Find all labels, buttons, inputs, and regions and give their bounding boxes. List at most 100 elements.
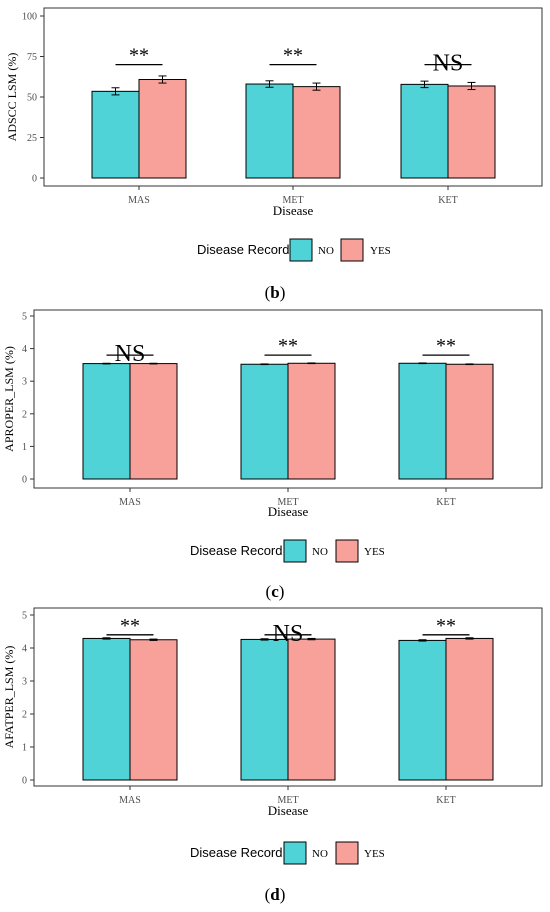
y-tick-label: 1 [22,442,27,453]
panel-label-b: (b) [265,283,286,302]
bar-no-ket [400,83,449,179]
x-axis-label-c: Disease [268,504,309,519]
error-bar-no-ket [418,362,427,365]
legend-title-c: Disease Record [190,543,283,558]
y-tick-label: 75 [27,52,37,63]
y-tick-label: 0 [32,174,37,185]
x-axis-label-b: Disease [273,203,314,218]
bar-yes-mas [129,363,178,480]
y-tick-label: 2 [22,409,27,420]
y-ticks-d: 0 1 2 3 4 5 [22,611,34,787]
x-ticks-b: MAS MET KET [128,186,458,206]
x-tick-label: MAS [119,795,141,806]
legend-no-label-b: NO [318,245,334,257]
legend-key-yes-b [340,238,364,262]
panel-b: 0 25 50 75 100 MAS MET KET ** ** NS ADSCC LSM (%… [0,0,550,305]
y-tick-label: 50 [27,93,37,104]
x-tick-label: MET [282,195,303,206]
bar-yes-met [287,638,336,781]
legend-yes-label-c: YES [364,546,385,558]
y-tick-label: 2 [22,710,27,721]
y-tick-label: 3 [22,677,27,688]
bar-no-mas [82,363,131,480]
error-bar-no-ket [420,80,429,89]
y-tick-label: 100 [22,12,37,23]
x-ticks-d: MAS MET KET [119,786,456,806]
legend-key-no-c [283,539,307,563]
y-tick-label: 0 [22,776,27,787]
y-tick-label: 3 [22,377,27,388]
bar-no-mas [91,90,140,179]
y-tick-label: 4 [22,644,27,655]
bar-yes-mas [129,639,178,781]
bar-yes-ket [447,85,496,179]
legend-yes-label-b: YES [370,245,391,257]
bar-no-mas [82,637,131,781]
error-bar-yes-met [307,362,316,365]
error-bar-no-met [260,638,269,641]
bars-b: ** ** NS [91,45,496,179]
error-bar-yes-mas [149,362,158,365]
bar-no-met [240,363,289,480]
y-tick-label: 5 [22,611,27,622]
sig-label-ket: ** [436,335,456,357]
legend-title-b: Disease Record [197,242,290,257]
bar-no-met [245,83,294,179]
y-tick-label: 5 [22,312,27,323]
sig-label-ket: ** [436,615,456,637]
panel-label-c: (c) [266,582,285,601]
sig-label-mas: NS [115,341,146,367]
x-tick-label: MET [277,795,298,806]
y-ticks-b: 0 25 50 75 100 [22,12,44,185]
panel-label-d: (d) [265,885,286,904]
bars-d: ** NS ** [82,615,494,781]
legend-b: Disease Record NO YES [197,238,391,262]
bars-c: NS ** ** [82,335,494,480]
bar-yes-ket [445,363,494,480]
x-tick-label: KET [438,195,457,206]
error-bar-yes-mas [158,75,167,84]
legend-key-no-b [289,238,313,262]
sig-label-mas: ** [129,45,149,67]
y-tick-label: 25 [27,133,37,144]
error-bar-yes-ket [465,637,474,640]
y-tick-label: 0 [22,475,27,486]
bar-no-met [240,638,289,781]
y-axis-label-d: AFATPER_LSM (%) [2,646,16,749]
error-bar-no-ket [418,639,427,642]
bar-yes-mas [138,79,187,179]
y-tick-label: 4 [22,344,27,355]
y-axis-label-c: APROPER_LSM (%) [2,346,16,452]
x-ticks-c: MAS MET KET [119,488,456,508]
chart-b: 0 25 50 75 100 MAS MET KET ** ** NS ADSCC LSM (%… [5,7,543,302]
x-tick-label: MET [277,497,298,508]
error-bar-yes-ket [465,363,474,366]
error-bar-yes-met [307,637,316,641]
legend-key-no-d [283,841,307,865]
x-tick-label: KET [436,497,455,508]
y-ticks-c: 0 1 2 3 4 5 [22,312,34,486]
sig-label-ket: NS [433,51,464,77]
sig-label-met: ** [278,335,298,357]
bar-yes-met [292,86,341,179]
x-tick-label: MAS [128,195,150,206]
y-axis-label-b: ADSCC LSM (%) [5,53,19,142]
error-bar-yes-ket [467,81,476,91]
legend-c: Disease Record NO YES [190,539,385,563]
bar-no-ket [398,362,447,480]
legend-no-label-d: NO [312,848,328,860]
error-bar-yes-met [312,82,321,91]
legend-key-yes-c [335,539,359,563]
sig-label-met: NS [273,621,304,647]
error-bar-no-mas [111,87,120,96]
x-axis-label-d: Disease [268,803,309,818]
error-bar-no-mas [102,637,111,640]
y-tick-label: 1 [22,743,27,754]
legend-yes-label-d: YES [364,848,385,860]
bar-yes-ket [445,637,494,781]
error-bar-no-met [260,363,269,366]
